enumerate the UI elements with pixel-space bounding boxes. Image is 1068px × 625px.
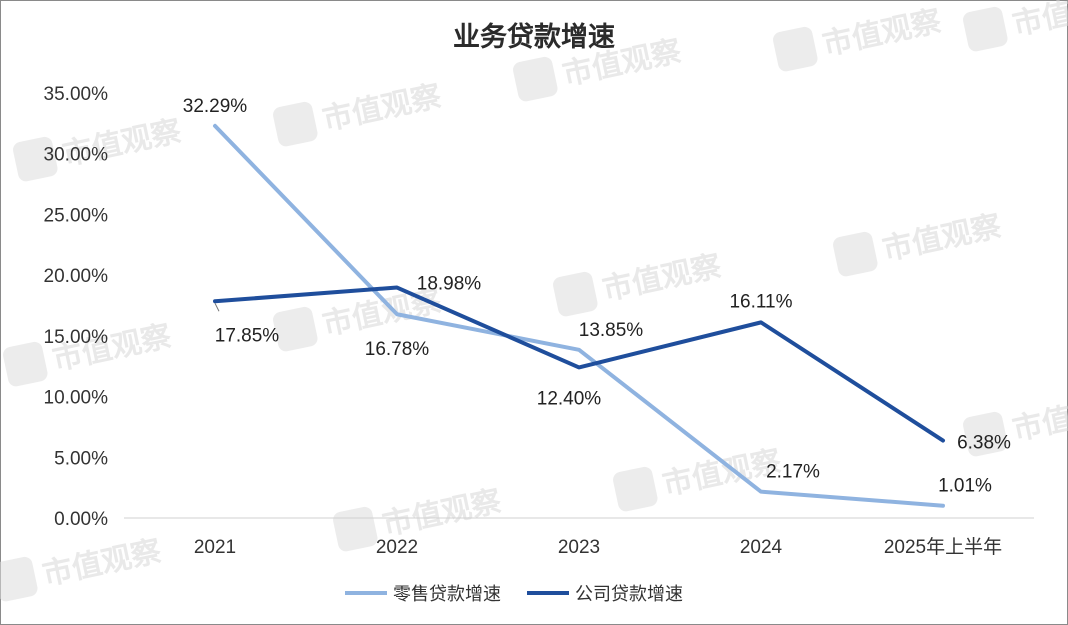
watermark: 市值观察 xyxy=(773,3,946,72)
x-tick-label: 2021 xyxy=(194,537,236,558)
watermark-logo xyxy=(333,506,378,552)
data-label: 17.85% xyxy=(215,325,280,346)
watermark-logo xyxy=(273,101,318,147)
data-label: 13.85% xyxy=(579,320,644,341)
watermark-text: 市值观察 xyxy=(380,483,506,542)
watermark-logo xyxy=(963,411,1008,457)
watermark-layer: 市值观察市值观察市值观察市值观察市值观察市值观察市值观察市值观察市值观察市值观察… xyxy=(0,0,1068,602)
y-tick-label: 25.00% xyxy=(44,205,109,226)
data-label: 16.78% xyxy=(365,339,430,360)
x-tick-label: 2025年上半年 xyxy=(884,536,1002,558)
x-tick-label: 2023 xyxy=(558,537,600,558)
series-line-corporate xyxy=(213,285,945,443)
watermark: 市值观察 xyxy=(833,208,1006,277)
label-leader-line xyxy=(214,303,220,312)
series-line-retail xyxy=(213,123,945,508)
y-tick-label: 0.00% xyxy=(54,509,108,530)
watermark-text: 市值观察 xyxy=(1010,388,1068,447)
watermark: 市值观察 xyxy=(613,443,785,512)
y-tick-label: 35.00% xyxy=(44,84,109,105)
legend-label: 公司贷款增速 xyxy=(575,584,683,605)
watermark-logo xyxy=(13,136,58,182)
chart-title: 业务贷款增速 xyxy=(453,21,615,53)
watermark-text: 市值观察 xyxy=(880,208,1006,267)
legend: 零售贷款增速 公司贷款增速 xyxy=(345,584,683,605)
watermark: 市值观察 xyxy=(273,78,446,147)
watermark-text: 市值观察 xyxy=(820,3,946,62)
watermark: 市值观察 xyxy=(3,318,175,387)
data-label: 12.40% xyxy=(537,388,602,409)
watermark: 市值观察 xyxy=(963,0,1068,52)
watermark-text: 市值观察 xyxy=(40,533,166,592)
watermark-logo xyxy=(0,556,38,602)
legend-label: 零售贷款增速 xyxy=(393,584,501,605)
watermark-logo xyxy=(963,6,1008,52)
watermark-text: 市值观察 xyxy=(320,78,446,137)
watermark-text: 市值观察 xyxy=(1010,0,1068,43)
x-tick-label: 2022 xyxy=(376,537,418,558)
data-label: 1.01% xyxy=(938,476,992,497)
y-tick-label: 15.00% xyxy=(44,327,109,348)
x-tick-label: 2024 xyxy=(740,537,783,558)
y-tick-label: 20.00% xyxy=(44,266,109,287)
series-lines xyxy=(213,123,945,508)
watermark-logo xyxy=(773,26,818,72)
watermark-logo xyxy=(273,306,318,352)
x-axis-ticks: 2021 2022 2023 2024 2025年上半年 xyxy=(194,536,1002,558)
y-tick-label: 30.00% xyxy=(44,145,109,166)
y-tick-label: 10.00% xyxy=(44,388,109,409)
data-label: 2.17% xyxy=(766,462,820,483)
y-axis-ticks: 0.00% 5.00% 10.00% 15.00% 20.00% 25.00% 30.00%… xyxy=(44,84,109,530)
data-label: 16.11% xyxy=(729,291,792,312)
data-label: 18.98% xyxy=(417,274,482,295)
data-label: 6.38% xyxy=(957,433,1011,454)
watermark: 市值观察 xyxy=(333,483,506,552)
watermark: 市值观察 xyxy=(553,248,726,317)
data-label: 32.29% xyxy=(183,96,248,117)
watermark-logo xyxy=(833,231,878,277)
watermark-logo xyxy=(3,341,48,387)
watermark-logo xyxy=(513,56,558,102)
watermark: 市值观察 xyxy=(0,533,166,602)
watermark-text: 市值观察 xyxy=(600,248,726,307)
y-tick-label: 5.00% xyxy=(54,448,108,469)
data-labels: 32.29% 16.78% 13.85% 2.17% 1.01% 17.85% 18.98%… xyxy=(183,96,1011,497)
watermark-logo xyxy=(613,466,658,512)
legend-item-retail[interactable]: 零售贷款增速 xyxy=(345,584,501,605)
legend-item-corporate[interactable]: 公司贷款增速 xyxy=(527,584,683,605)
watermark-logo xyxy=(553,271,598,317)
